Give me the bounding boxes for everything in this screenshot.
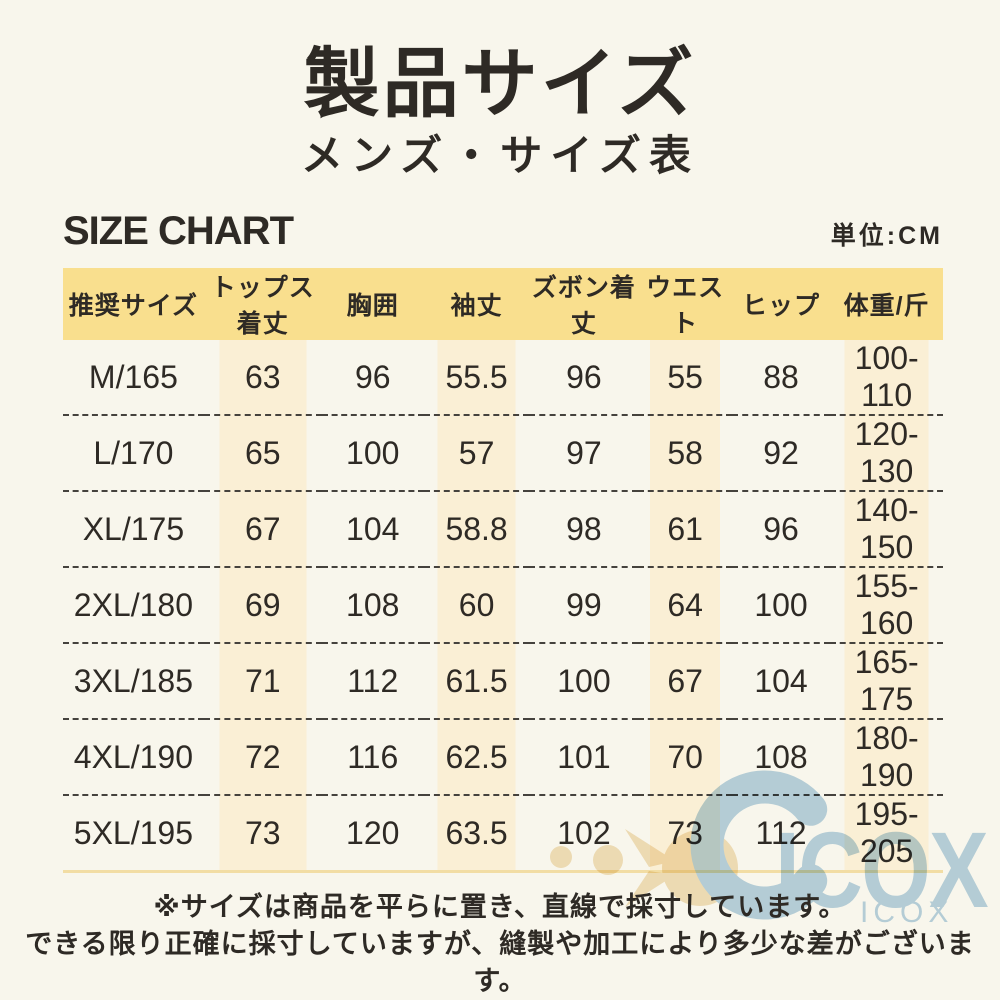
measurement-notes: ※サイズは商品を平らに置き、直線で採寸しています。 できる限り正確に採寸していま… (0, 889, 1000, 1000)
size-value-cell: 155-160 (830, 566, 943, 643)
size-value-cell: 116 (321, 718, 424, 795)
column-header-2: 胸囲 (321, 268, 424, 340)
size-value-cell: 112 (731, 794, 831, 872)
size-value-cell: 65 (203, 414, 322, 491)
size-row-5XL/195: 5XL/195 73 120 63.5 102 73 112 195-205 (63, 794, 943, 872)
size-row-L/170: L/170 65 100 57 97 58 92 120-130 (63, 414, 943, 491)
unit-label: 単位:CM (830, 222, 943, 250)
column-header-1: トップス着丈 (203, 268, 322, 340)
size-value-cell: 58.8 (423, 490, 530, 567)
size-value-cell: 62.5 (423, 718, 530, 795)
size-table: 推奨サイズ トップス着丈 胸囲 袖丈 ズボン着丈 ウエスト ヒップ 体重/斤 M/165 63 9… (63, 268, 943, 873)
size-value-cell: 67 (203, 490, 322, 567)
size-chart-heading: SIZE CHART (63, 209, 294, 253)
measurement-note-2: できる限り正確に採寸していますが、縫製や加工により多少な差がございます。 (25, 929, 975, 996)
size-value-cell: 120 (321, 794, 424, 872)
size-value-cell: 63 (203, 340, 322, 415)
size-value-cell: 112 (321, 642, 424, 719)
size-row-M/165: M/165 63 96 55.5 96 55 88 100-110 (63, 340, 943, 415)
size-value-cell: 98 (529, 490, 639, 567)
size-value-cell: 58 (638, 414, 732, 491)
size-value-cell: 120-130 (830, 414, 943, 491)
size-value-cell: 100 (321, 414, 424, 491)
size-value-cell: 73 (638, 794, 732, 872)
size-row-2XL/180: 2XL/180 69 108 60 99 64 100 155-160 (63, 566, 943, 643)
product-size-title: 製品サイズ (303, 42, 697, 127)
size-value-cell: 165-175 (830, 642, 943, 719)
size-value-cell: 97 (529, 414, 639, 491)
size-value-cell: 104 (321, 490, 424, 567)
size-label-cell: 5XL/195 (63, 794, 204, 872)
size-value-cell: 61 (638, 490, 732, 567)
size-label-cell: L/170 (63, 414, 204, 491)
size-label-cell: 3XL/185 (63, 642, 204, 719)
column-header-5: ウエスト (638, 268, 732, 340)
size-value-cell: 96 (566, 358, 602, 395)
size-value-cell: 55 (638, 340, 732, 415)
size-row-4XL/190: 4XL/190 72 116 62.5 101 70 108 180-190 (63, 718, 943, 795)
size-value-cell: 108 (321, 566, 424, 643)
size-table-body: M/165 63 96 55.5 96 55 88 100-110 L/170 65 100 57 97… (63, 340, 943, 872)
size-row-XL/175: XL/175 67 104 58.8 98 61 96 140-150 (63, 490, 943, 567)
size-label-cell: XL/175 (63, 490, 204, 567)
table-heading-row: SIZE CHART 単位:CM (63, 203, 943, 251)
size-value-cell: 67 (638, 642, 732, 719)
size-value-cell: 70 (638, 718, 732, 795)
size-value-cell: 100 (731, 566, 831, 643)
size-row-3XL/185: 3XL/185 71 112 61.5 100 67 104 165-175 (63, 642, 943, 719)
size-value-cell: 140-150 (830, 490, 943, 567)
column-header-6: ヒップ (731, 268, 831, 340)
size-value-cell: 102 (529, 794, 639, 872)
size-value-cell: 104 (731, 642, 831, 719)
column-header-0: 推奨サイズ (63, 268, 204, 340)
size-value-cell: 64 (638, 566, 732, 643)
header-row: 推奨サイズ トップス着丈 胸囲 袖丈 ズボン着丈 ウエスト ヒップ 体重/斤 (63, 268, 943, 340)
column-header-3: 袖丈 (423, 268, 530, 340)
column-header-7: 体重/斤 (830, 268, 943, 340)
size-label-cell: 4XL/190 (63, 718, 204, 795)
size-value-cell: 195-205 (830, 794, 943, 872)
size-value-cell: 63.5 (423, 794, 530, 872)
size-value-cell: 101 (529, 718, 639, 795)
size-label-cell: 2XL/180 (63, 566, 204, 643)
column-header-4: ズボン着丈 (529, 268, 639, 340)
size-value-cell: 88 (763, 358, 799, 395)
size-value-cell: 96 (354, 358, 391, 395)
size-value-cell: 61.5 (423, 642, 530, 719)
measurement-note-1: ※サイズは商品を平らに置き、直線で採寸しています。 (153, 892, 847, 922)
size-value-cell: 100 (529, 642, 639, 719)
size-value-cell: 92 (731, 414, 831, 491)
mens-size-subtitle: メンズ・サイズ表 (301, 132, 699, 179)
size-value-cell: 55.5 (423, 340, 530, 415)
size-value-cell: 69 (203, 566, 322, 643)
size-value-cell: 180-190 (830, 718, 943, 795)
size-value-cell: 96 (731, 490, 831, 567)
size-label-cell: M/165 (88, 358, 178, 395)
size-value-cell: 57 (423, 414, 530, 491)
size-value-cell: 73 (203, 794, 322, 872)
size-value-cell: 71 (203, 642, 322, 719)
size-value-cell: 60 (423, 566, 530, 643)
size-value-cell: 99 (529, 566, 639, 643)
size-value-cell: 108 (731, 718, 831, 795)
size-table-header: 推奨サイズ トップス着丈 胸囲 袖丈 ズボン着丈 ウエスト ヒップ 体重/斤 (63, 268, 943, 340)
size-value-cell: 100-110 (830, 340, 943, 415)
size-value-cell: 72 (203, 718, 322, 795)
